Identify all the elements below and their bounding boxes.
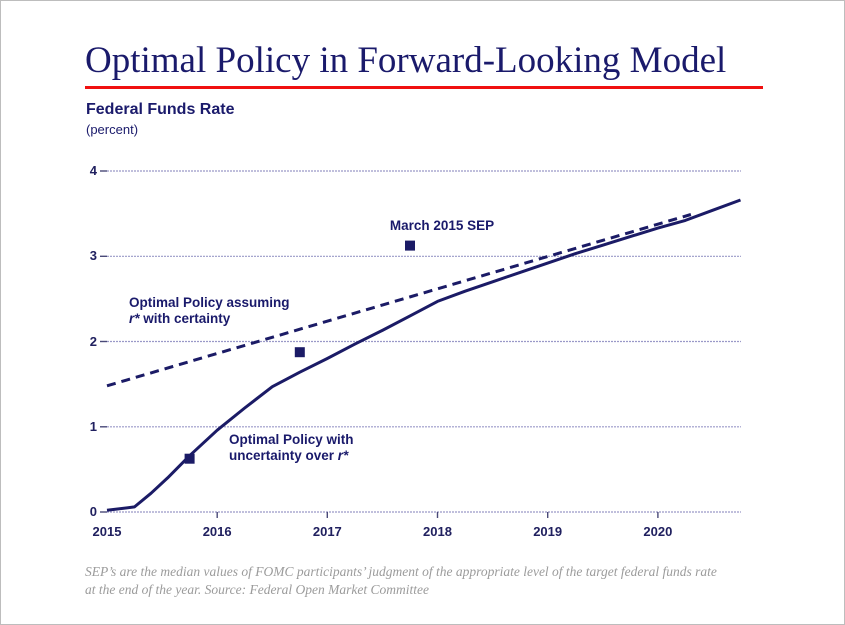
y-tick-label: 0 bbox=[89, 504, 97, 519]
dashed-series-line bbox=[106, 213, 692, 388]
chart-title: Federal Funds Rate bbox=[86, 101, 235, 118]
y-tick-label: 1 bbox=[89, 418, 97, 434]
x-tick-label: 2019 bbox=[533, 524, 563, 539]
y-tick-label: 4 bbox=[89, 163, 97, 178]
annotation-certainty: Optimal Policy assuming r* with certaint… bbox=[129, 295, 290, 327]
solid-series-line bbox=[106, 198, 742, 512]
annotation-uncertainty: Optimal Policy with uncertainty over r* bbox=[229, 432, 354, 464]
annotation-certainty-line2: with certainty bbox=[139, 311, 231, 326]
annotation-certainty-rstar: r* bbox=[129, 311, 140, 326]
source-note-line2: at the end of the year. Source: Federal … bbox=[85, 581, 430, 597]
sep-series-label: March 2015 SEP bbox=[389, 218, 495, 233]
source-note: SEP’s are the median values of FOMC part… bbox=[85, 563, 785, 598]
x-tick-label: 2017 bbox=[312, 524, 342, 539]
annotation-uncertainty-rstar: r* bbox=[337, 448, 349, 463]
page-title: Optimal Policy in Forward-Looking Model bbox=[85, 40, 727, 81]
y-tick-label: 3 bbox=[89, 248, 97, 264]
annotation-uncertainty-line1: Optimal Policy with bbox=[229, 432, 354, 447]
annotation-uncertainty-line2: uncertainty over bbox=[229, 448, 338, 463]
annotation-certainty-line1: Optimal Policy assuming bbox=[129, 295, 290, 310]
x-tick-label: 2018 bbox=[423, 524, 452, 539]
chart-unit-label: (percent) bbox=[86, 122, 139, 137]
source-note-line1: SEP’s are the median values of FOMC part… bbox=[85, 564, 717, 579]
x-tick-label: 2015 bbox=[92, 524, 122, 539]
title-underline bbox=[85, 86, 763, 89]
x-tick-label: 2020 bbox=[643, 524, 673, 539]
sep-marker bbox=[405, 240, 415, 251]
sep-marker bbox=[184, 453, 195, 464]
y-tick-label: 2 bbox=[89, 333, 97, 349]
x-tick-label: 2016 bbox=[202, 524, 232, 539]
sep-marker bbox=[294, 347, 305, 358]
